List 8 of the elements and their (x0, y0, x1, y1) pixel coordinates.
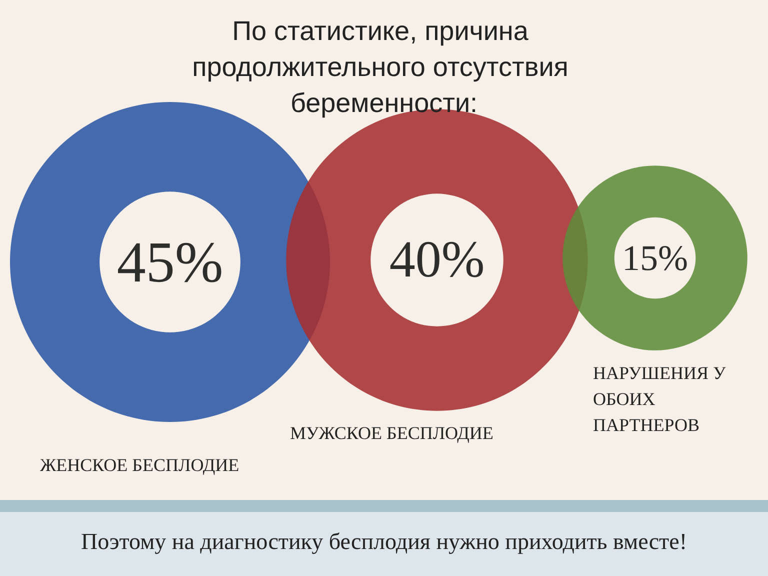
data-label: 15% (622, 238, 688, 278)
category-label: НАРУШЕНИЯ У ОБОИХ ПАРТНЕРОВ (593, 363, 726, 435)
data-label: 40% (389, 232, 485, 288)
category-label: ЖЕНСКОЕ БЕСПЛОДИЕ (40, 455, 240, 475)
text: Поэтому на диагностику бесплодия нужно приходить вместе! (0, 512, 768, 576)
category-label: МУЖСКОЕ БЕСПЛОДИЕ (290, 423, 494, 443)
data-label: 45% (116, 230, 224, 294)
text: По статистике, причина продолжительного отсутствия беременности: (192, 16, 576, 118)
